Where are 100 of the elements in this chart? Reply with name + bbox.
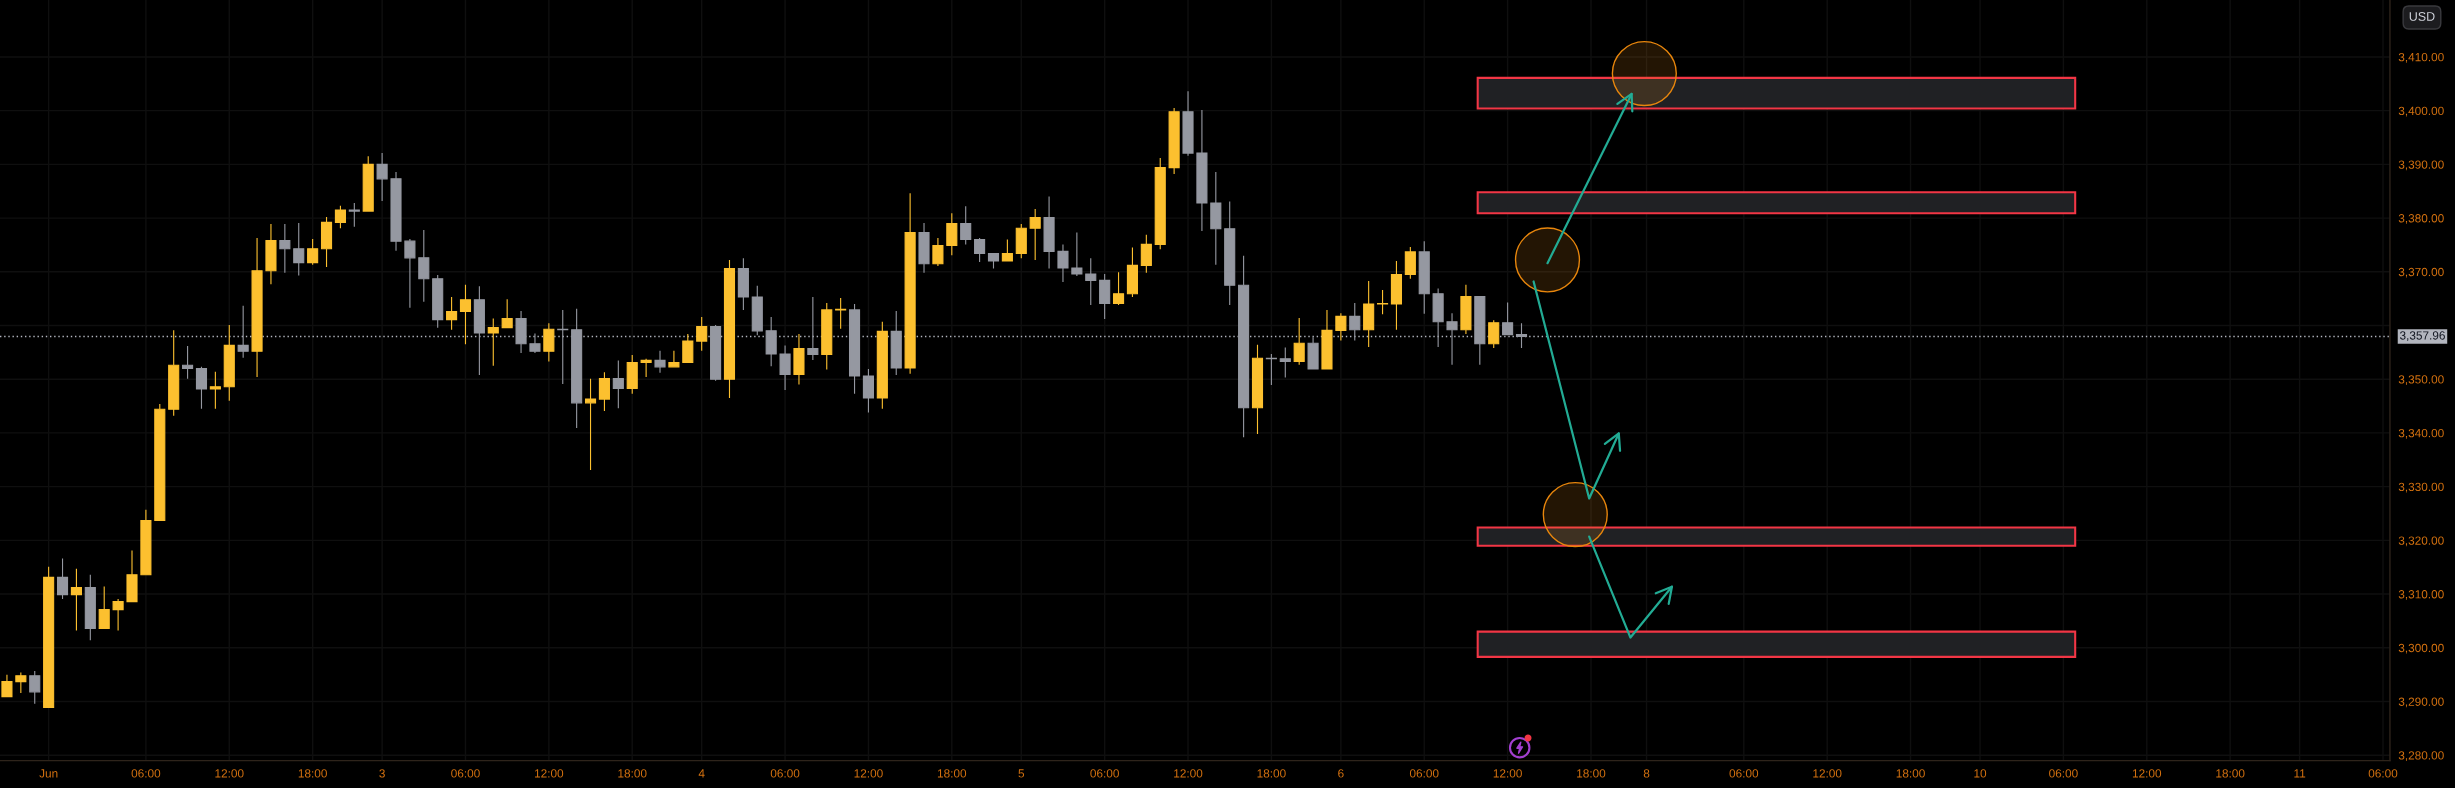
candlestick	[473, 285, 485, 376]
x-tick-label: 4	[698, 769, 705, 778]
y-tick-label: 3,400.00	[2398, 106, 2444, 117]
x-tick-label: 18:00	[937, 769, 967, 778]
x-tick-label: 5	[1018, 769, 1025, 778]
candlestick	[1460, 284, 1472, 335]
candlestick	[1321, 309, 1333, 370]
candlestick	[15, 671, 27, 694]
x-tick-label: 06:00	[1090, 769, 1119, 778]
y-tick-label: 3,300.00	[2398, 643, 2444, 654]
candlestick	[195, 366, 208, 410]
candlestick	[432, 274, 444, 329]
candlestick	[1418, 240, 1430, 315]
candlestick	[1390, 260, 1403, 331]
y-tick-label: 3,310.00	[2398, 590, 2444, 600]
candlestick	[43, 566, 55, 708]
candlestick	[1015, 223, 1027, 259]
candlestick	[584, 378, 597, 471]
candlestick	[974, 237, 986, 263]
candlestick	[612, 359, 624, 409]
candlestick	[946, 212, 958, 256]
candlestick	[223, 324, 235, 402]
candlestick	[1376, 289, 1389, 315]
candlestick	[209, 371, 221, 410]
candlestick	[1238, 255, 1250, 438]
candlestick	[1043, 196, 1055, 270]
candlestick	[529, 333, 541, 354]
candlestick	[1126, 247, 1139, 298]
candlestick	[1, 674, 13, 698]
candlestick	[1224, 200, 1236, 306]
x-tick-label: Jun	[39, 769, 58, 778]
candlestick	[265, 223, 277, 285]
candlestick	[459, 284, 472, 345]
candlestick	[182, 345, 194, 380]
candlestick	[807, 296, 819, 361]
candlestick	[960, 205, 972, 245]
candlestick	[362, 155, 374, 212]
candlestick	[723, 259, 736, 399]
candlestick	[390, 171, 402, 252]
x-tick-label: 12:00	[854, 769, 883, 778]
candlestick	[1335, 312, 1347, 342]
candlestick	[696, 316, 708, 352]
candlestick	[1293, 317, 1305, 366]
candlestick	[293, 222, 305, 277]
x-tick-label: 06:00	[451, 769, 480, 778]
candlestick	[1001, 239, 1013, 262]
candlestick	[779, 344, 791, 391]
ref-line-label: 3,357.96	[2399, 331, 2445, 342]
candlestick	[140, 509, 152, 576]
candlestick	[876, 321, 888, 410]
candlestick	[112, 598, 124, 632]
y-tick-label: 3,380.00	[2398, 214, 2444, 224]
candlestick	[710, 324, 722, 382]
candlestick	[1265, 353, 1277, 386]
candlestick	[654, 350, 666, 374]
candlestick	[348, 202, 360, 228]
candlestick	[1196, 109, 1208, 232]
candlestick	[1404, 246, 1416, 280]
x-tick-label: 18:00	[618, 769, 647, 778]
candlestick	[1363, 280, 1375, 348]
candlestick	[1168, 107, 1180, 175]
y-tick-label: 3,410.00	[2398, 52, 2444, 63]
y-tick-label: 3,290.00	[2398, 697, 2444, 708]
x-tick-label: 12:00	[1174, 769, 1203, 778]
candlestick	[848, 303, 861, 395]
candlestick	[1085, 257, 1097, 306]
candlestick	[1307, 336, 1319, 370]
candlestick	[84, 574, 96, 641]
x-tick-label: 6	[1338, 769, 1344, 778]
x-tick-label: 18:00	[1577, 769, 1606, 778]
x-tick-label: 18:00	[1896, 769, 1925, 778]
candlestick	[1071, 232, 1083, 277]
candlestick	[862, 368, 874, 414]
candlestick	[1112, 271, 1125, 306]
y-tick-label: 3,350.00	[2398, 375, 2444, 385]
candlestick	[1182, 90, 1194, 157]
x-tick-label: 12:00	[1813, 769, 1842, 778]
x-tick-label: 06:00	[131, 769, 161, 778]
candlestick	[890, 310, 902, 376]
candlestick	[279, 223, 291, 274]
y-tick-label: 3,390.00	[2398, 160, 2444, 171]
candlestick	[1099, 273, 1111, 320]
candlestick	[1057, 243, 1069, 283]
candlestick	[1154, 157, 1166, 250]
candlestick	[682, 333, 694, 364]
y-axis-title: USD	[2409, 12, 2435, 21]
candlestick	[126, 550, 138, 603]
candlestick	[320, 216, 333, 268]
x-tick-label: 06:00	[2368, 769, 2398, 778]
candlestick	[237, 305, 249, 359]
candlestick	[56, 558, 69, 600]
candlestick	[1488, 319, 1500, 349]
candlestick	[835, 297, 847, 330]
y-tick-label: 3,320.00	[2398, 536, 2444, 547]
x-tick-label: 12:00	[2132, 769, 2162, 778]
candlestick	[446, 296, 458, 331]
x-tick-label: 06:00	[770, 769, 800, 778]
x-tick-label: 10	[1974, 769, 1987, 778]
candlestick	[1502, 301, 1514, 336]
candlestick	[1349, 302, 1361, 342]
